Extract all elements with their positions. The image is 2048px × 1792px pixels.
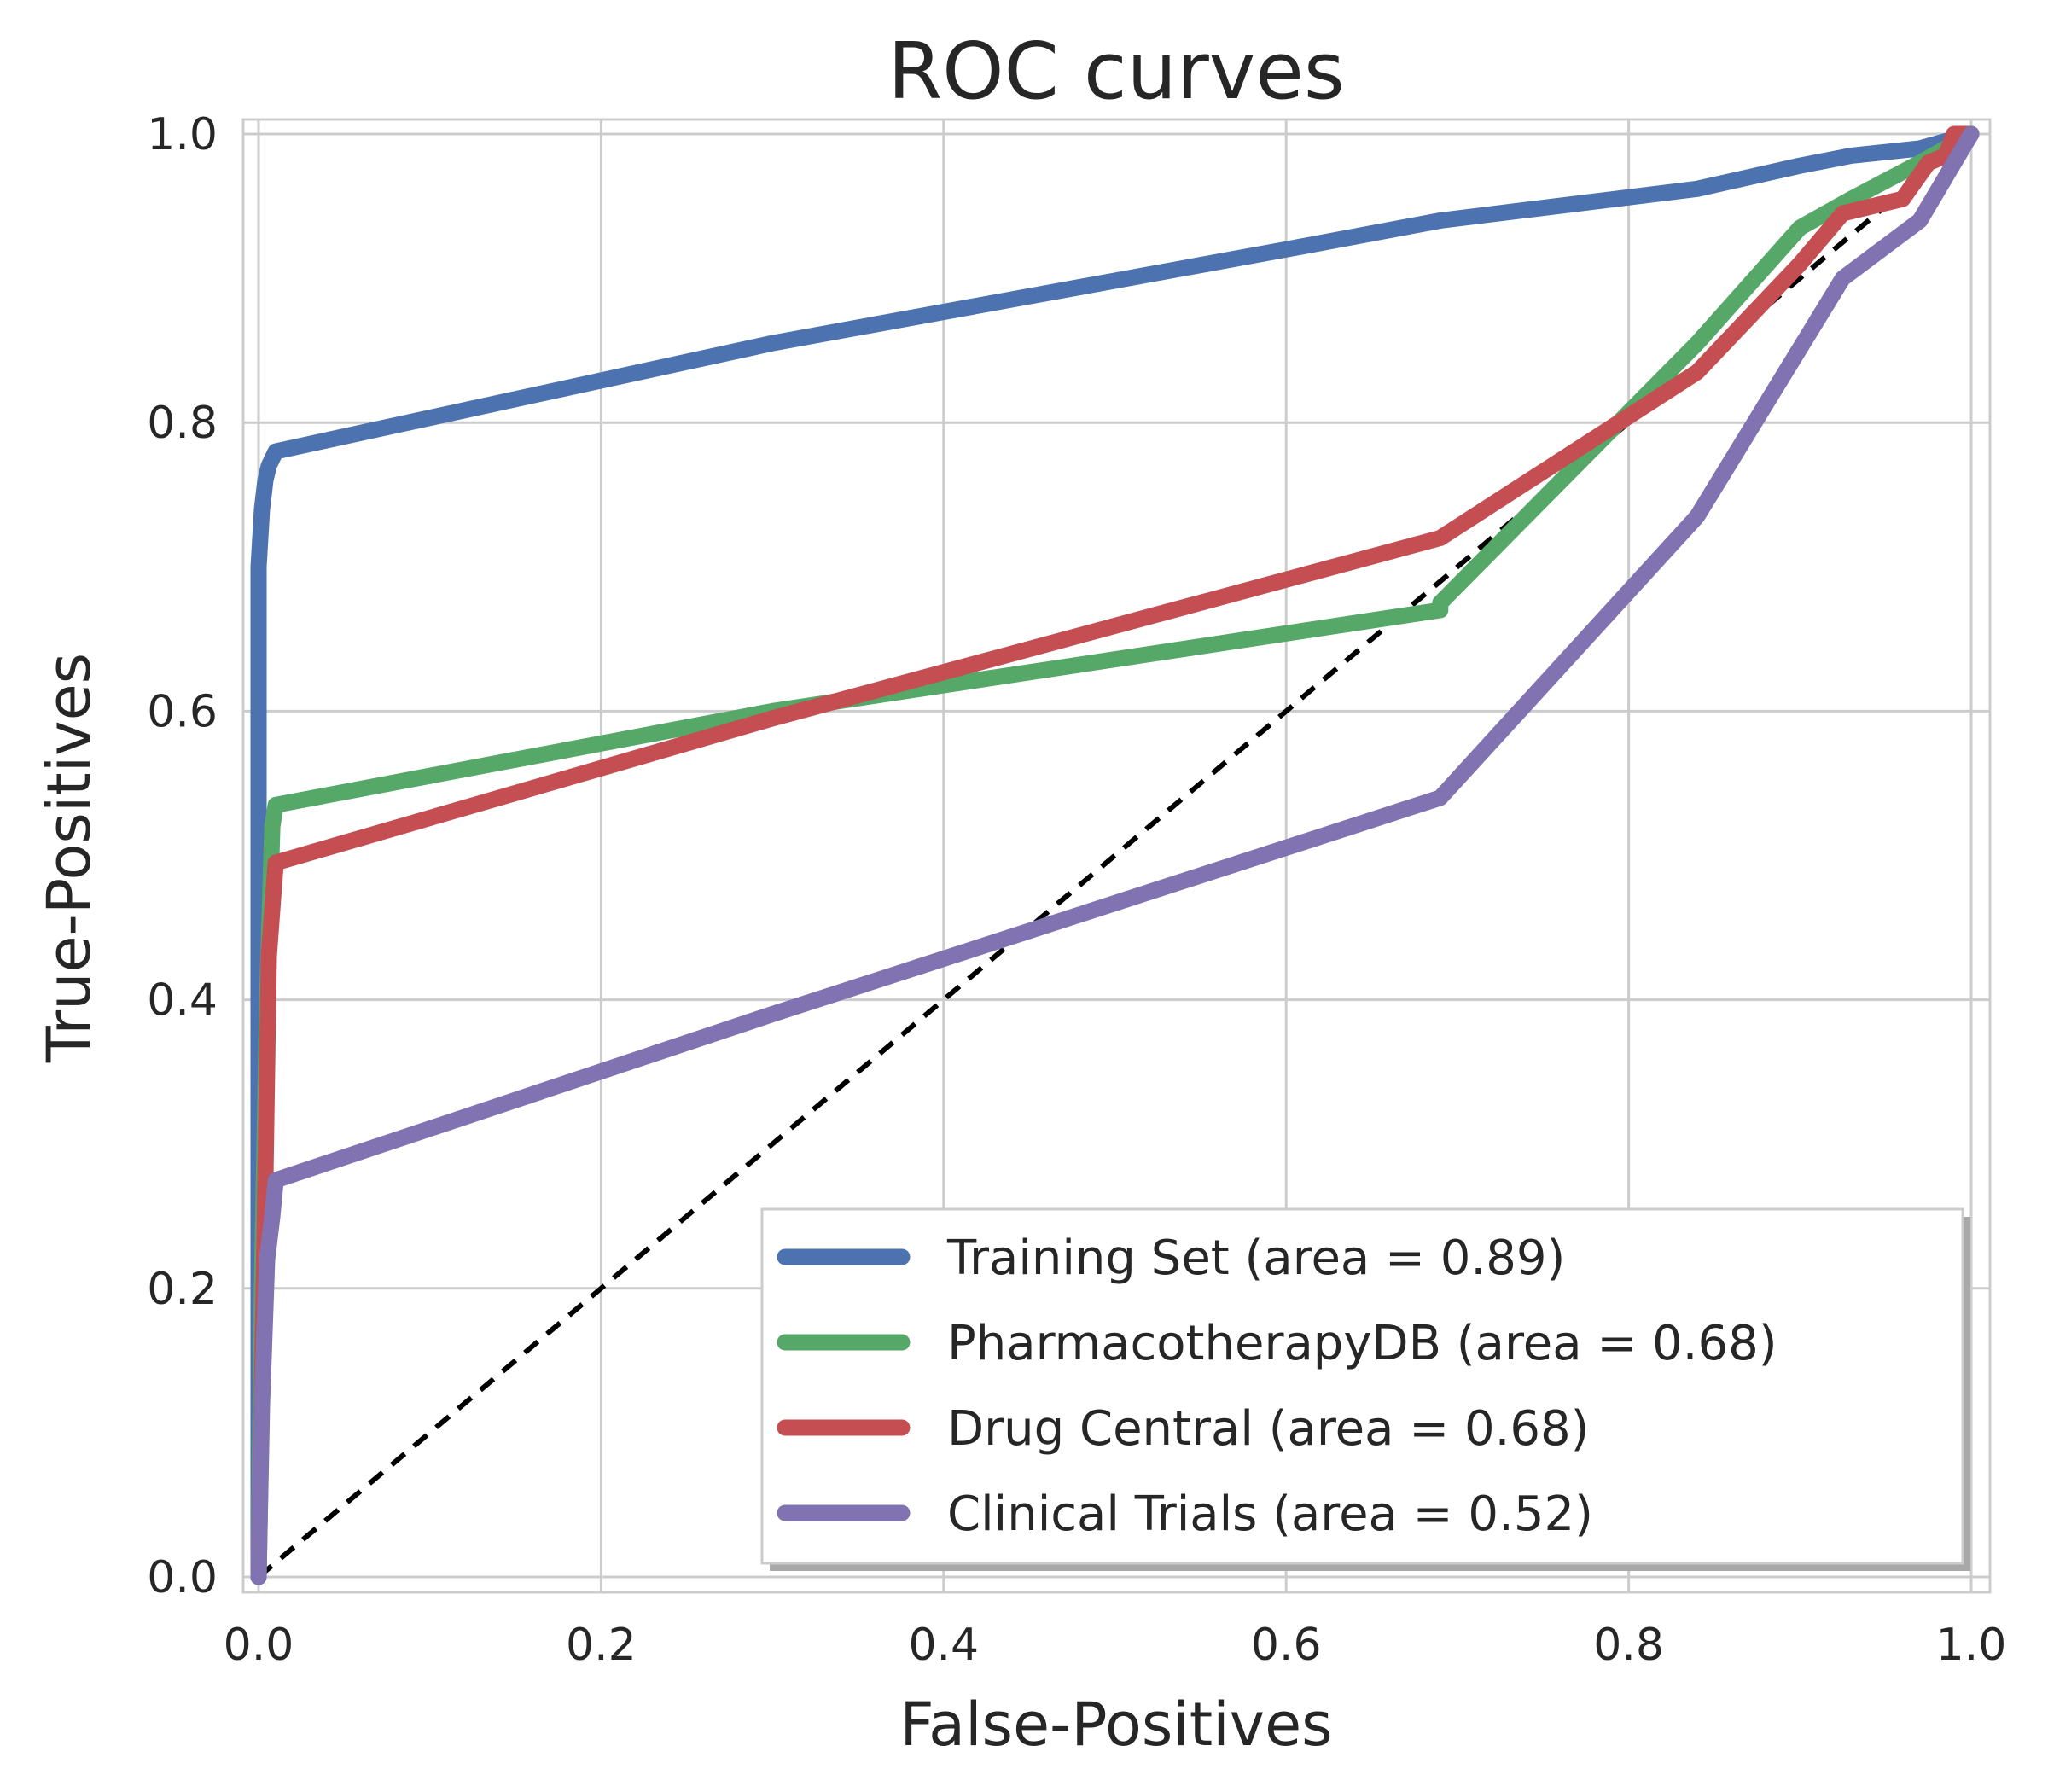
legend: Training Set (area = 0.89) Pharmacotherap…: [760, 1207, 1970, 1571]
legend-label: PharmacotherapyDB (area = 0.68): [947, 1316, 1777, 1371]
y-tick-labels: 0.0 0.2 0.4 0.6 0.8 1.0: [147, 109, 218, 1603]
y-tick-label: 0.2: [147, 1264, 218, 1315]
y-tick-label: 1.0: [147, 109, 218, 160]
legend-label: Clinical Trials (area = 0.52): [947, 1487, 1593, 1542]
y-tick-label: 0.4: [147, 975, 218, 1027]
legend-box: [760, 1207, 1964, 1565]
chart-title: ROC curves: [887, 26, 1345, 117]
series-line-3: [250, 125, 1980, 1585]
x-tick-label: 0.0: [224, 1620, 294, 1671]
y-tick-label: 0.6: [147, 686, 218, 737]
x-tick-label: 0.4: [908, 1620, 979, 1671]
grid-lines: [243, 119, 1990, 1592]
roc-series: [250, 125, 1980, 1585]
x-tick-label: 0.2: [566, 1620, 637, 1671]
series-line-2: [250, 125, 1980, 1585]
x-tick-labels: 0.0 0.2 0.4 0.6 0.8 1.0: [224, 1620, 2007, 1671]
plot-frame: [241, 118, 1992, 1594]
x-tick-label: 1.0: [1936, 1620, 2007, 1671]
legend-label: Training Set (area = 0.89): [946, 1231, 1565, 1286]
x-tick-label: 0.6: [1251, 1620, 1322, 1671]
x-tick-label: 0.8: [1593, 1620, 1664, 1671]
legend-label: Drug Central (area = 0.68): [947, 1401, 1589, 1457]
series-line-0: [250, 125, 1980, 1585]
x-axis-label: False-Positives: [899, 1690, 1332, 1760]
y-axis-label: True-Positives: [34, 653, 104, 1063]
y-tick-label: 0.8: [147, 398, 218, 449]
y-tick-label: 0.0: [147, 1552, 218, 1603]
